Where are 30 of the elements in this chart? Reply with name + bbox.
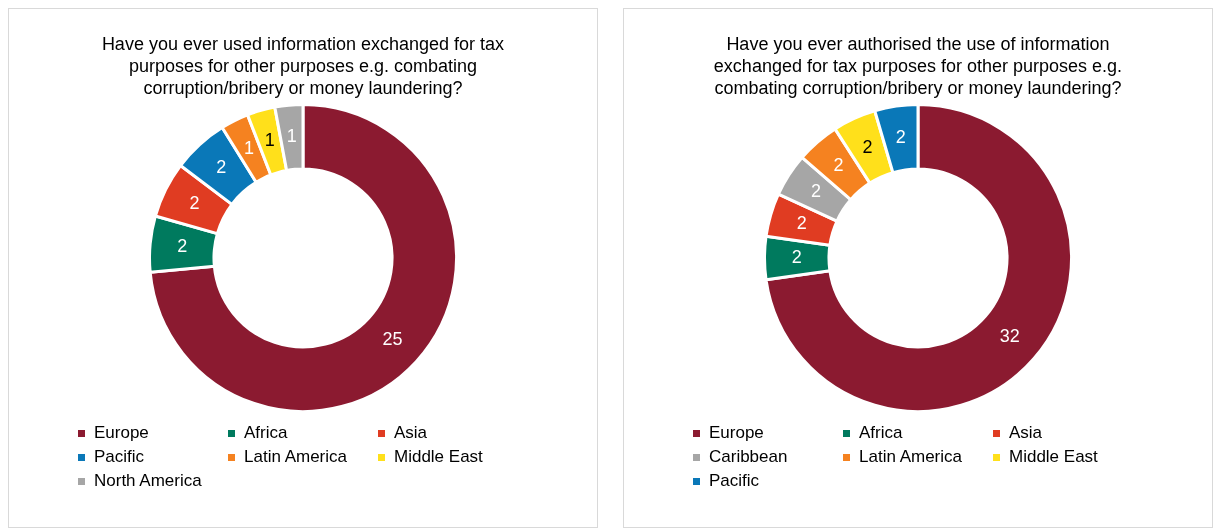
data-label: 2 — [796, 212, 807, 233]
legend-label: North America — [94, 471, 202, 491]
data-label: 1 — [286, 126, 297, 147]
data-label: 1 — [243, 138, 254, 159]
legend-label: Europe — [94, 423, 149, 443]
legend-label: Latin America — [859, 447, 962, 467]
legend-label: Pacific — [709, 471, 760, 491]
legend-label: Africa — [244, 423, 288, 443]
legend-label: Europe — [709, 423, 764, 443]
legend-label: Asia — [394, 423, 428, 443]
data-label: 2 — [189, 192, 200, 213]
data-label: 2 — [177, 235, 188, 256]
data-label: 2 — [216, 157, 227, 178]
legend-label: Africa — [859, 423, 903, 443]
data-label: 2 — [862, 136, 873, 157]
legend-label: Middle East — [394, 447, 483, 467]
data-label: 2 — [833, 155, 844, 176]
data-label: 1 — [264, 130, 275, 151]
data-label: 25 — [382, 328, 403, 349]
data-label: 32 — [999, 326, 1020, 347]
chart-title: Have you ever used information exchanged for tax purposes for other purposes e.g. combating corruption/bribery or money laundering? — [100, 33, 506, 99]
data-label: 2 — [791, 246, 802, 267]
legend-label: Latin America — [244, 447, 347, 467]
legend-label: Caribbean — [709, 447, 788, 467]
chart-title: Have you ever authorised the use of information exchanged for tax purposes for other purposes e.g. combating corruption/bribery or money laundering? — [712, 33, 1124, 99]
legend-label: Pacific — [94, 447, 145, 467]
legend-label: Asia — [1009, 423, 1043, 443]
legend-label: Middle East — [1009, 447, 1098, 467]
data-label: 2 — [895, 126, 906, 147]
data-label: 2 — [810, 181, 821, 202]
